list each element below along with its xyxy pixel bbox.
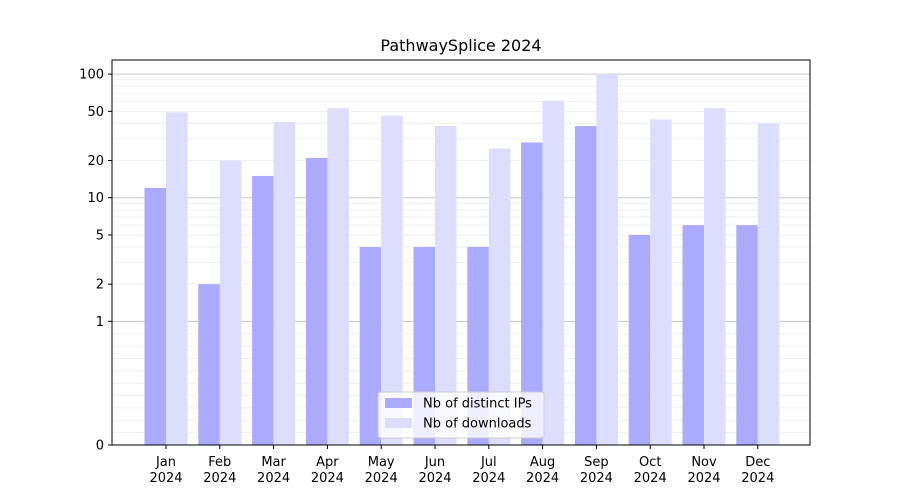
x-tick-year: 2024 <box>311 471 344 486</box>
bar-distinct-ips <box>682 225 704 445</box>
y-axis: 0 1 2 5 10 20 50 100 <box>79 68 112 454</box>
bar-downloads <box>219 160 242 445</box>
x-tick-month: Sep <box>584 455 609 470</box>
bar-distinct-ips <box>305 157 328 446</box>
x-tick-month: Jul <box>480 455 497 470</box>
x-tick-label: Apr 2024 <box>311 455 344 486</box>
bar-downloads <box>704 108 726 445</box>
x-tick-year: 2024 <box>741 471 774 486</box>
x-tick-label: Jun 2024 <box>418 455 451 486</box>
y-tick-label: 10 <box>87 191 104 206</box>
x-tick-year: 2024 <box>526 471 559 486</box>
x-tick-month: Aug <box>530 455 555 470</box>
legend-swatch <box>385 418 412 428</box>
x-tick-month: Mar <box>261 455 286 470</box>
bar-distinct-ips <box>198 284 220 445</box>
x-tick-month: Oct <box>639 455 661 470</box>
x-tick-label: Nov 2024 <box>687 455 720 486</box>
bar-distinct-ips <box>736 225 758 445</box>
legend-label: Nb of downloads <box>423 417 532 432</box>
x-tick-month: May <box>368 455 395 470</box>
x-tick-year: 2024 <box>472 471 505 486</box>
bar-downloads <box>273 121 296 445</box>
x-tick-label: Sep 2024 <box>580 455 613 486</box>
bar-distinct-ips <box>359 246 382 445</box>
bar-downloads <box>166 112 188 446</box>
legend-label: Nb of distinct IPs <box>423 397 532 412</box>
bar-downloads <box>596 74 618 446</box>
x-tick-month: Nov <box>691 455 717 470</box>
bar-distinct-ips <box>521 142 543 445</box>
bar-downloads <box>381 115 403 446</box>
bar-downloads <box>327 108 349 445</box>
y-tick-label: 100 <box>79 68 104 83</box>
bar-downloads <box>650 119 672 445</box>
x-tick-month: Jun <box>424 455 445 470</box>
bar-distinct-ips <box>144 187 166 445</box>
x-tick-label: Mar 2024 <box>257 455 290 486</box>
x-tick-year: 2024 <box>687 471 720 486</box>
y-tick-label: 20 <box>87 154 104 169</box>
x-tick-year: 2024 <box>149 471 182 486</box>
bar-distinct-ips <box>574 126 597 445</box>
bar-downloads <box>488 148 511 445</box>
bar-downloads <box>542 100 565 445</box>
x-tick-label: Jul 2024 <box>472 455 505 486</box>
x-tick-year: 2024 <box>203 471 236 486</box>
x-tick-month: Apr <box>316 455 339 470</box>
y-tick-label: 2 <box>96 278 104 293</box>
x-tick-year: 2024 <box>257 471 290 486</box>
legend-swatch <box>385 398 412 408</box>
plot-frame <box>111 59 811 446</box>
x-tick-year: 2024 <box>365 471 398 486</box>
x-tick-month: Dec <box>745 455 770 470</box>
x-tick-label: Dec 2024 <box>741 455 774 486</box>
x-tick-month: Jan <box>155 455 176 470</box>
bar-distinct-ips <box>252 175 274 445</box>
x-tick-month: Feb <box>208 455 231 470</box>
y-tick-label: 1 <box>96 315 104 330</box>
x-tick-year: 2024 <box>418 471 451 486</box>
x-tick-year: 2024 <box>634 471 667 486</box>
bar-downloads <box>435 126 457 445</box>
x-tick-year: 2024 <box>580 471 613 486</box>
bars <box>144 74 780 446</box>
x-tick-label: Oct 2024 <box>634 455 667 486</box>
legend: Nb of distinct IPs Nb of downloads <box>377 391 545 439</box>
bar-distinct-ips <box>628 234 651 445</box>
y-tick-label: 5 <box>96 228 104 243</box>
y-tick-label: 0 <box>96 439 104 454</box>
chart-title: PathwaySplice 2024 <box>380 36 541 55</box>
y-tick-label: 50 <box>87 105 104 120</box>
x-tick-label: Aug 2024 <box>526 455 559 486</box>
x-tick-label: May 2024 <box>365 455 398 486</box>
bar-downloads <box>757 123 780 445</box>
x-tick-label: Feb 2024 <box>203 455 236 486</box>
legend-box <box>377 391 545 439</box>
x-tick-label: Jan 2024 <box>149 455 182 486</box>
